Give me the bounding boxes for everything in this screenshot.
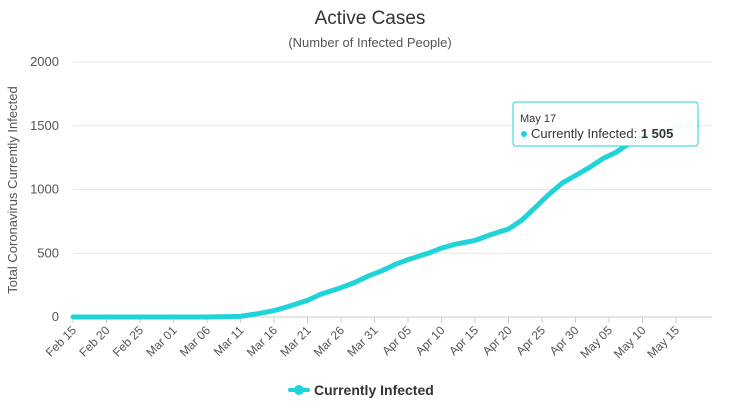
chart-title: Active Cases xyxy=(315,8,426,29)
x-tick-label: Mar 26 xyxy=(311,323,348,360)
tooltip-date: May 17 xyxy=(520,113,556,125)
tooltip: May 17 Currently Infected: 1 505 xyxy=(512,101,699,147)
y-tick-label: 0 xyxy=(52,309,59,324)
y-tick-label: 1000 xyxy=(30,182,59,197)
x-tick-label: Apr 25 xyxy=(513,323,548,358)
tooltip-separator: : xyxy=(634,126,641,141)
legend-item-currently-infected[interactable]: Currently Infected xyxy=(288,382,434,398)
x-tick-label: Feb 15 xyxy=(43,323,80,360)
x-tick-label: Apr 20 xyxy=(480,323,515,358)
x-tick-label: May 10 xyxy=(611,323,649,361)
x-tick-label: Mar 16 xyxy=(244,323,281,360)
series-line-currently-infected xyxy=(70,122,692,320)
x-tick-label: Feb 20 xyxy=(76,323,113,360)
x-tick-label: May 15 xyxy=(644,323,682,361)
grid-layer xyxy=(73,61,712,318)
x-tick-label: May 05 xyxy=(577,323,615,361)
x-tick-label: Apr 05 xyxy=(379,323,414,358)
legend-marker-symbol xyxy=(294,385,304,395)
chart-subtitle: (Number of Infected People) xyxy=(288,35,451,50)
tooltip-series-name: Currently Infected xyxy=(531,126,634,141)
x-tick-label: Mar 21 xyxy=(277,323,314,360)
x-tick-label: Mar 11 xyxy=(211,323,247,359)
x-tick-label: Apr 30 xyxy=(547,323,582,358)
x-tick-label: Mar 01 xyxy=(143,323,180,360)
tooltip-value: 1 505 xyxy=(641,126,674,141)
x-tick-label: Feb 25 xyxy=(110,323,147,360)
x-tick-label: Apr 10 xyxy=(413,323,448,358)
title-layer: Active Cases (Number of Infected People)… xyxy=(5,8,452,294)
tooltip-box xyxy=(512,101,699,147)
x-tick-label: Mar 06 xyxy=(177,323,214,360)
y-tick-label: 500 xyxy=(37,245,59,260)
tooltip-series-marker xyxy=(521,131,527,137)
y-axis-title: Total Coronavirus Currently Infected xyxy=(5,86,20,293)
y-tick-label: 2000 xyxy=(30,54,59,69)
x-tick-label: Apr 15 xyxy=(446,323,481,358)
tooltip-text: Currently Infected: 1 505 xyxy=(531,126,673,141)
legend-label: Currently Infected xyxy=(314,382,434,398)
y-tick-label: 1500 xyxy=(30,118,59,133)
x-tick-label: Mar 31 xyxy=(344,323,381,360)
